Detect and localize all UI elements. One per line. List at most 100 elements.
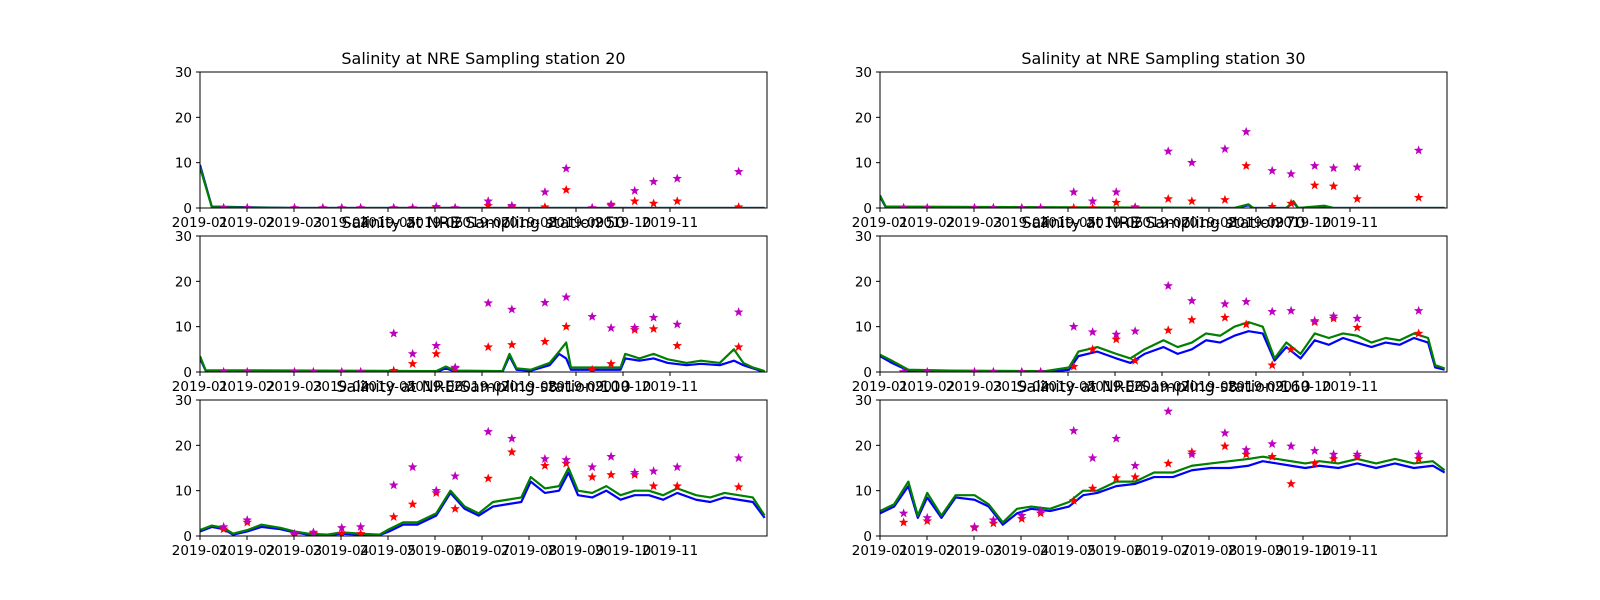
sample-star-marker [969,521,980,531]
y-tick-label: 10 [855,156,872,172]
sample-star-marker [289,528,300,536]
series-line [880,455,1446,524]
sample-star-marker [1309,458,1320,468]
sample-star-marker [1220,299,1230,309]
x-tick-label: 2019-05 [360,215,416,231]
sample-star-marker [1286,169,1296,179]
subplot-title: Salinity at NRE Sampling station 50 [341,213,625,232]
sample-star-marker [540,297,550,307]
sample-star-marker [561,458,571,468]
y-tick-label: 10 [175,484,192,500]
sample-star-marker [1241,296,1251,306]
x-tick-label: 2019-02 [899,543,955,559]
y-tick-label: 10 [175,156,192,172]
x-tick-label: 2019-11 [1322,215,1378,231]
y-tick-label: 20 [855,274,872,290]
sample-star-marker [388,480,399,490]
sample-star-marker [1130,326,1140,336]
sample-star-marker [507,433,517,443]
sample-star-marker [1220,312,1230,322]
x-tick-label: 2019-08 [1181,543,1237,559]
subplot-title: Salinity at NRE Sampling station 30 [1021,49,1305,68]
sample-star-marker [1068,425,1079,435]
x-tick-label: 2019-06 [407,215,463,231]
sample-star-marker [629,185,640,195]
x-tick-label: 2019-06 [407,379,463,395]
sample-star-marker [1267,438,1277,449]
sample-star-marker [1111,187,1122,197]
x-tick-label: 2019-01 [172,543,228,559]
x-tick-label: 2019-01 [852,379,908,395]
sample-star-marker [1328,453,1339,463]
y-tick-label: 30 [175,65,192,81]
sample-star-marker [450,362,460,372]
y-tick-label: 10 [855,320,872,336]
x-tick-label: 2019-10 [1275,379,1331,395]
x-tick-label: 2019-08 [1181,379,1237,395]
sample-star-marker [218,367,229,372]
x-tick-label: 2019-01 [852,543,908,559]
x-tick-label: 2019-10 [1275,215,1331,231]
sample-star-marker [587,364,597,372]
sample-star-marker [1413,145,1424,155]
sample-star-marker [407,462,418,472]
x-tick-label: 2019-09 [548,379,604,395]
sample-star-marker [336,528,347,536]
sample-star-marker [648,323,659,333]
sample-star-marker [1220,428,1230,438]
sample-star-marker [1267,201,1277,208]
plot-area [880,126,1445,208]
sample-star-marker [561,163,571,173]
x-tick-label: 2019-03 [266,215,322,231]
x-tick-label: 2019-06 [1087,379,1143,395]
y-tick-label: 0 [183,365,192,381]
x-tick-label: 2019-09 [548,215,604,231]
sample-star-marker [1163,193,1173,203]
sample-star-marker [308,367,319,372]
sample-star-marker [1035,367,1046,372]
sample-star-marker [1068,203,1079,208]
sample-star-marker [1087,196,1098,206]
series-line [880,194,1445,208]
subplot-1: Salinity at NRE Sampling station 20 0 10 20… [172,49,768,231]
sample-star-marker [1068,361,1079,371]
sample-star-marker [1035,203,1046,208]
sample-star-marker [606,451,616,461]
sample-star-marker [355,367,366,372]
x-tick-label: 2019-02 [219,543,275,559]
sample-star-marker [507,447,517,457]
sample-star-marker [483,426,493,436]
x-tick-label: 2019-02 [899,215,955,231]
plot-area [200,426,766,536]
sample-star-marker [1267,451,1277,461]
plot-area [200,163,765,208]
x-tick-label: 2019-07 [1134,215,1190,231]
series-line [200,466,766,536]
sample-star-marker [672,173,682,183]
sample-star-marker [242,515,253,525]
sample-star-marker [733,482,744,492]
sample-star-marker [672,196,682,206]
sample-star-marker [218,203,229,208]
subplot-title: Salinity at NRE Sampling station 160 [1016,377,1310,396]
sample-star-marker [1087,483,1098,493]
sample-star-marker [308,527,319,536]
x-tick-label: 2019-03 [946,215,1002,231]
plot-area [880,280,1445,372]
sample-star-marker [733,307,744,317]
series-line [200,341,765,372]
y-tick-label: 0 [863,365,872,381]
subplot-title: Salinity at NRE Sampling station 20 [341,49,625,68]
sample-star-marker [407,348,418,358]
sample-star-marker [1163,146,1173,156]
sample-star-marker [1241,160,1251,170]
sample-star-marker [1016,510,1027,520]
sample-star-marker [1328,181,1339,191]
sample-star-marker [388,203,399,208]
x-tick-label: 2019-11 [1322,379,1378,395]
sample-star-marker [648,466,659,476]
sample-star-marker [1328,449,1339,459]
sample-star-marker [1413,453,1424,463]
sample-star-marker [218,521,229,531]
sample-star-marker [1352,449,1362,459]
